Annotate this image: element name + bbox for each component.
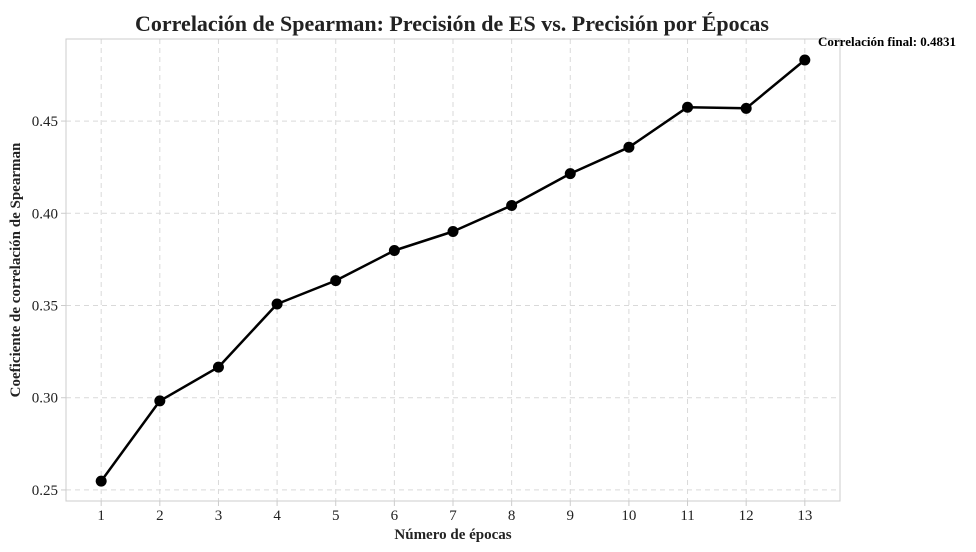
series-points bbox=[95, 54, 811, 487]
x-tick-label: 4 bbox=[273, 508, 281, 524]
x-tick-label: 13 bbox=[797, 508, 812, 524]
x-tick-label: 8 bbox=[508, 508, 516, 524]
x-tick-label: 9 bbox=[567, 508, 575, 524]
x-tick-label: 10 bbox=[621, 508, 636, 524]
data-point-epoch-1 bbox=[95, 475, 107, 487]
data-point-epoch-6 bbox=[388, 245, 400, 257]
data-point-epoch-4 bbox=[271, 298, 283, 310]
x-tick-label: 7 bbox=[449, 508, 457, 524]
data-point-epoch-13 bbox=[799, 54, 811, 66]
y-tick-label: 0.30 bbox=[32, 391, 58, 407]
data-point-epoch-2 bbox=[154, 395, 166, 407]
data-point-epoch-9 bbox=[564, 168, 576, 180]
y-tick-label: 0.25 bbox=[32, 483, 58, 499]
x-tick-label: 5 bbox=[332, 508, 340, 524]
x-axis-ticks: 1 2 3 4 5 6 7 8 9 10 11 12 13 bbox=[97, 501, 812, 524]
x-tick-label: 12 bbox=[739, 508, 754, 524]
y-tick-label: 0.40 bbox=[32, 206, 58, 222]
data-point-epoch-5 bbox=[330, 275, 342, 287]
x-tick-label: 2 bbox=[156, 508, 164, 524]
data-point-epoch-12 bbox=[740, 102, 752, 114]
final-correlation-annotation: Correlación final: 0.4831 bbox=[818, 34, 956, 49]
chart-title: Correlación de Spearman: Precisión de ES… bbox=[135, 11, 769, 36]
x-tick-label: 11 bbox=[680, 508, 694, 524]
x-tick-label: 1 bbox=[97, 508, 105, 524]
data-point-epoch-3 bbox=[212, 361, 224, 373]
y-tick-label: 0.35 bbox=[32, 299, 58, 315]
x-tick-label: 6 bbox=[391, 508, 399, 524]
data-point-epoch-11 bbox=[682, 101, 694, 113]
y-tick-label: 0.45 bbox=[32, 114, 58, 130]
data-point-epoch-8 bbox=[506, 200, 518, 212]
x-tick-label: 3 bbox=[215, 508, 223, 524]
data-point-epoch-10 bbox=[623, 141, 635, 153]
y-axis-label: Coeficiente de correlación de Spearman bbox=[8, 142, 24, 397]
x-axis-label: Número de épocas bbox=[394, 527, 511, 543]
y-axis-ticks: 0.25 0.30 0.35 0.40 0.45 bbox=[32, 114, 66, 499]
data-point-epoch-7 bbox=[447, 226, 459, 238]
grid bbox=[66, 39, 840, 501]
